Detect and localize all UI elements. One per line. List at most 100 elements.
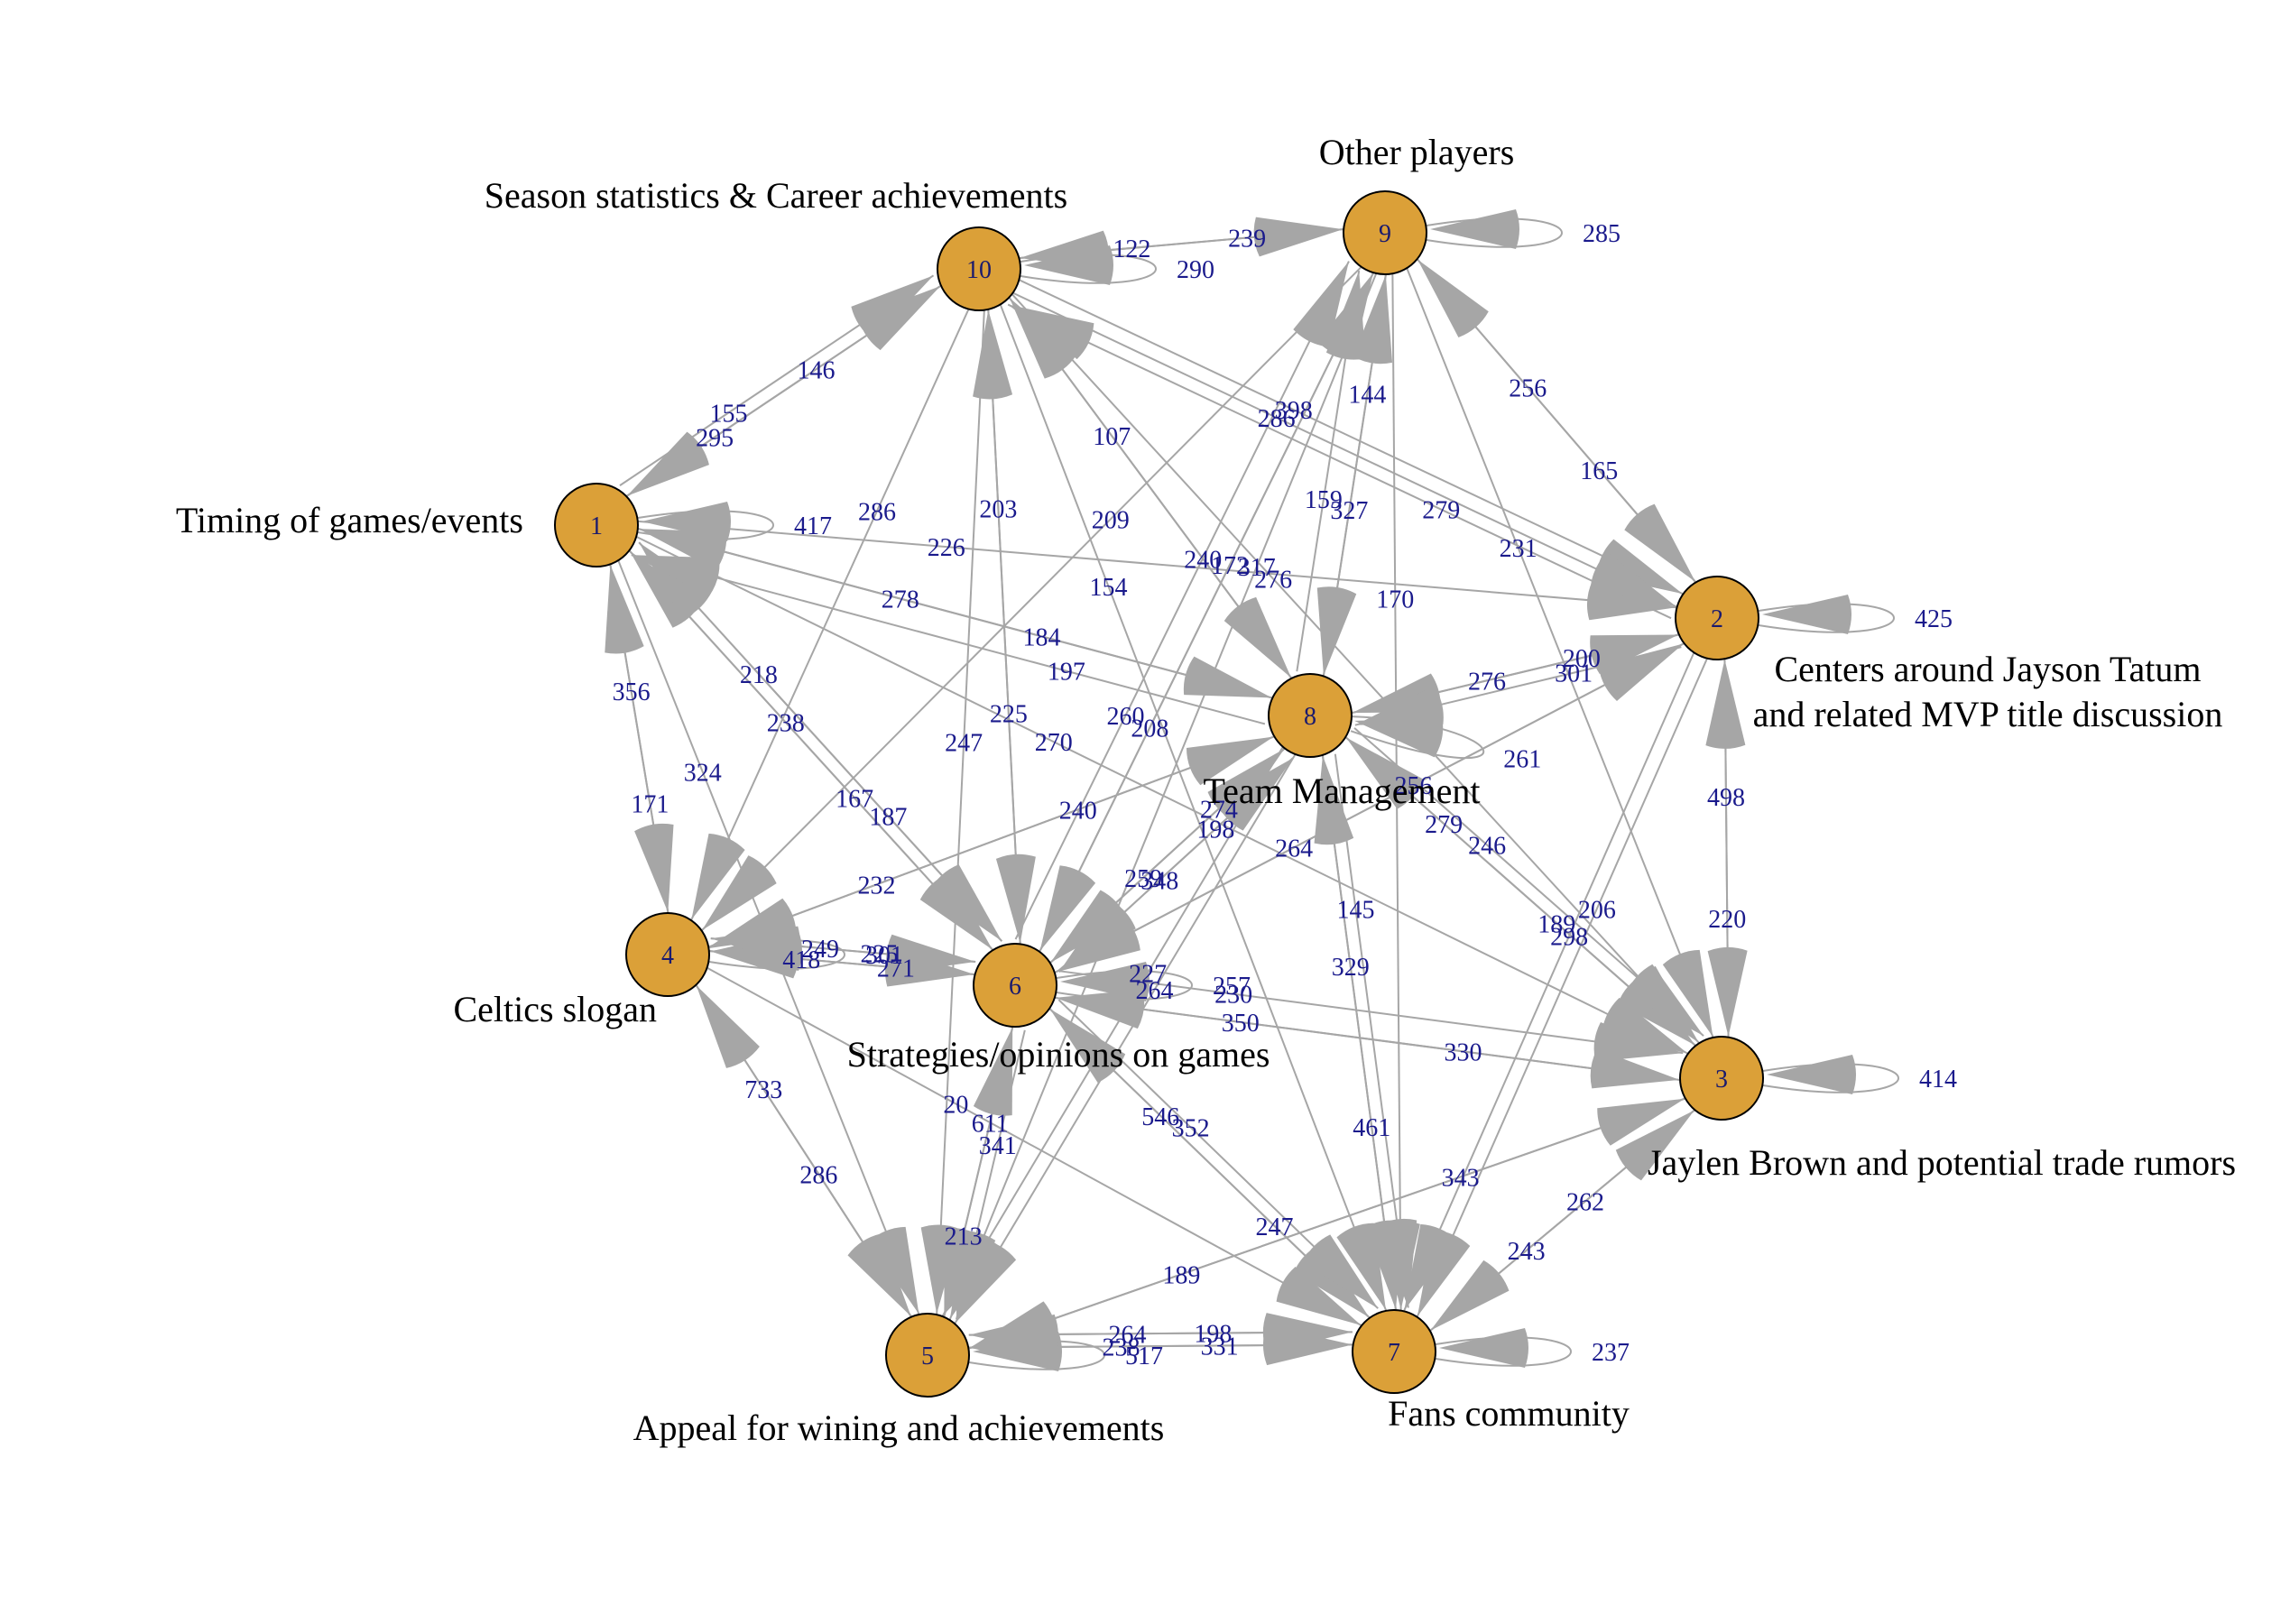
node-label: and related MVP title discussion	[1753, 694, 2223, 734]
edge-weight-label: 611	[972, 1110, 1009, 1138]
node-id: 10	[966, 256, 992, 284]
edge-arrowhead	[1354, 686, 1444, 725]
edge-weight-label: 276	[1254, 567, 1292, 595]
edge-weight-label: 274	[1200, 796, 1238, 824]
edge-weight-label: 329	[1332, 954, 1370, 982]
node-label: Team Management	[1203, 770, 1480, 811]
edge-weight-label: 165	[1580, 457, 1618, 485]
edge	[1406, 268, 1714, 1038]
node-id: 5	[921, 1343, 934, 1370]
edge-arrowhead	[973, 1027, 1013, 1116]
edge-arrowhead	[851, 275, 934, 340]
edge-arrowhead	[1705, 659, 1746, 749]
edge	[936, 310, 985, 1315]
edge-arrowhead	[1596, 539, 1683, 595]
edge-weight-label: 170	[1376, 586, 1414, 614]
edge	[1011, 293, 1700, 1044]
edge-weight-label: 317	[1238, 554, 1276, 582]
edge-arrowhead	[1417, 259, 1489, 337]
node-id: 6	[1009, 973, 1021, 1001]
edge-arrowhead	[1624, 503, 1696, 582]
edge-arrowhead	[691, 833, 745, 920]
edge-weight-label: 733	[744, 1076, 782, 1104]
edge-arrowhead	[1767, 1055, 1856, 1094]
edge-arrowhead	[1626, 964, 1704, 1037]
edge-arrowhead	[1439, 1328, 1528, 1368]
edge	[638, 541, 1003, 942]
edge-arrowhead	[1615, 1110, 1694, 1181]
edge-weight-label: 262	[1566, 1188, 1604, 1216]
edge-weight-label: 264	[1136, 977, 1174, 1005]
edge	[701, 266, 1362, 931]
edge-weight-label: 206	[1578, 896, 1616, 924]
node-id: 4	[661, 942, 674, 970]
edge-weight-label: 200	[1563, 645, 1601, 673]
edge-arrowhead	[1276, 1267, 1362, 1325]
edge-arrowhead	[1404, 1223, 1457, 1311]
edge-weight-label: 240	[1184, 546, 1222, 574]
edge	[631, 554, 1266, 725]
edge-weight-label: 246	[1468, 833, 1506, 861]
edge-arrowhead	[1055, 989, 1145, 1029]
edge-arrowhead	[886, 934, 976, 974]
edge-weight-label: 247	[945, 730, 983, 758]
edge-weight-label: 264	[1108, 1321, 1146, 1349]
edge-arrowhead	[1430, 209, 1519, 249]
edge-weight-label: 171	[631, 791, 669, 819]
node-id: 9	[1379, 220, 1391, 248]
edge-weight-label: 418	[782, 946, 820, 974]
edge-arrowhead	[995, 854, 1036, 944]
edge-weight-label: 331	[1201, 1333, 1239, 1361]
node-labels-layer: Timing of games/events Centers around Jay…	[176, 132, 2236, 1448]
edge	[1055, 996, 1680, 1081]
edge-arrowhead	[956, 1231, 996, 1320]
edge-weight-label: 230	[1214, 982, 1252, 1010]
edge-weight-label: 213	[945, 1223, 983, 1250]
edge-weight-label: 256	[1509, 374, 1547, 402]
edge-weight-label: 247	[1256, 1213, 1294, 1241]
edge	[1058, 970, 1684, 1055]
node-circle	[554, 483, 639, 567]
edge-weight-label: 256	[1394, 772, 1432, 800]
edge-arrowhead	[1009, 298, 1077, 379]
node-circle	[937, 226, 1021, 311]
edge	[1007, 303, 1672, 620]
edge	[1321, 755, 1397, 1310]
node-1: 1	[554, 483, 639, 567]
node-circle	[885, 1313, 970, 1398]
edge-weight-label: 356	[613, 678, 651, 706]
edge-weight-label: 220	[1708, 906, 1746, 934]
edge	[1039, 272, 1374, 952]
edge-weight-label: 155	[709, 400, 747, 428]
edge-weight-label: 327	[1330, 497, 1368, 525]
edge-weight-label: 172	[1211, 552, 1249, 580]
node-label: Fans community	[1388, 1393, 1630, 1434]
edge-weight-label: 159	[1305, 486, 1343, 514]
edge-arrowhead	[605, 565, 644, 654]
nodes-layer: 1 2 3 4 5 6 7 8 9 10	[554, 190, 1764, 1398]
edge	[1000, 304, 1387, 1311]
edge-arrowhead	[1597, 1098, 1685, 1146]
node-9: 9	[1343, 190, 1427, 275]
node-id: 1	[590, 512, 603, 540]
arrows-layer	[605, 209, 1856, 1371]
edge-weight-label: 260	[1106, 703, 1144, 731]
edge-weight-label: 517	[1125, 1343, 1163, 1370]
edge-weight-label: 301	[1555, 660, 1593, 688]
edge-weight-label: 189	[1537, 910, 1575, 938]
node-circle	[1268, 673, 1353, 758]
edge-weight-label: 286	[1258, 405, 1296, 433]
edge-arrowhead	[1316, 586, 1357, 676]
edge-weight-label: 546	[1141, 1103, 1179, 1131]
edge	[638, 528, 1272, 699]
edge-weight-label: 249	[801, 936, 839, 964]
edge	[1019, 279, 1684, 595]
edge-weight-label: 203	[979, 496, 1017, 524]
edge-weight-label: 257	[1213, 973, 1251, 1001]
edge-arrowhead	[1039, 865, 1096, 952]
node-id: 8	[1304, 703, 1316, 731]
node-label: Season statistics & Career achievements	[485, 175, 1067, 216]
edge-arrowhead	[1293, 261, 1349, 347]
edge-weight-label: 198	[1194, 1321, 1232, 1349]
edge-weight-label: 208	[1131, 715, 1168, 743]
